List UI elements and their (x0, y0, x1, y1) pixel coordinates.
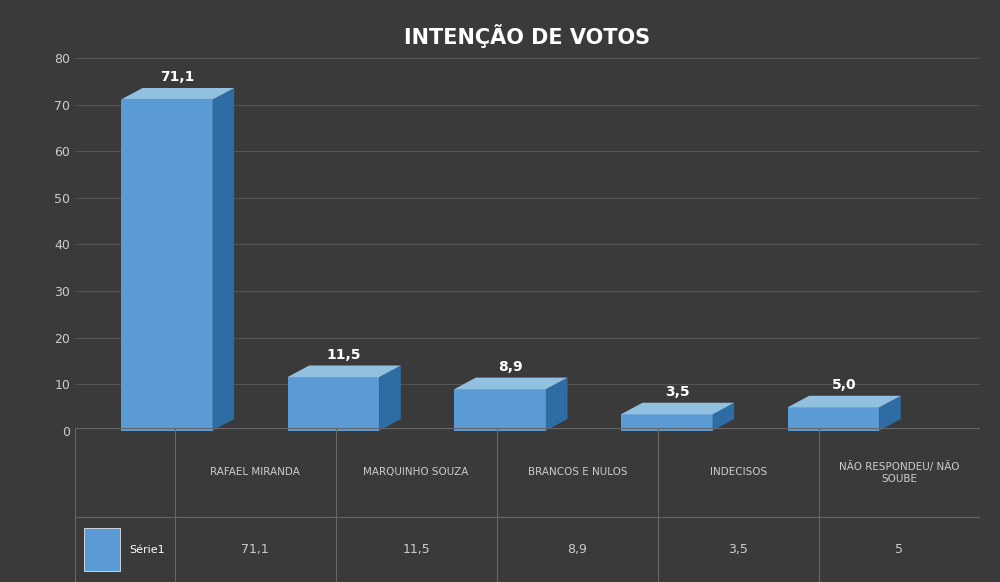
Text: 5,0: 5,0 (832, 378, 856, 392)
Bar (454, 389, 546, 431)
Polygon shape (379, 365, 401, 431)
Polygon shape (546, 378, 568, 431)
Text: INDECISOS: INDECISOS (710, 467, 767, 477)
Text: 8,9: 8,9 (499, 360, 523, 374)
Text: 3,5: 3,5 (728, 543, 748, 556)
Text: NÃO RESPONDEU/ NÃO
SOUBE: NÃO RESPONDEU/ NÃO SOUBE (839, 462, 960, 484)
Text: 11,5: 11,5 (327, 348, 361, 362)
Text: 8,9: 8,9 (567, 543, 587, 556)
Text: 3,5: 3,5 (665, 385, 690, 399)
Text: 5: 5 (895, 543, 903, 556)
Title: INTENÇÃO DE VOTOS: INTENÇÃO DE VOTOS (404, 24, 651, 48)
Text: 11,5: 11,5 (402, 543, 430, 556)
Polygon shape (454, 378, 568, 389)
Bar (621, 414, 712, 431)
Text: 71,1: 71,1 (160, 70, 195, 84)
Bar (84, 528, 120, 571)
Bar (121, 100, 212, 431)
Bar (288, 377, 379, 431)
Text: Série1: Série1 (129, 545, 165, 555)
Polygon shape (879, 396, 901, 431)
Bar (788, 407, 879, 431)
Polygon shape (712, 403, 734, 431)
Text: RAFAEL MIRANDA: RAFAEL MIRANDA (210, 467, 300, 477)
Polygon shape (788, 396, 901, 407)
Text: BRANCOS E NULOS: BRANCOS E NULOS (528, 467, 627, 477)
Polygon shape (288, 365, 401, 377)
Polygon shape (121, 88, 234, 100)
Text: 71,1: 71,1 (241, 543, 269, 556)
Polygon shape (621, 403, 734, 414)
Text: MARQUINHO SOUZA: MARQUINHO SOUZA (363, 467, 469, 477)
Polygon shape (213, 88, 234, 431)
